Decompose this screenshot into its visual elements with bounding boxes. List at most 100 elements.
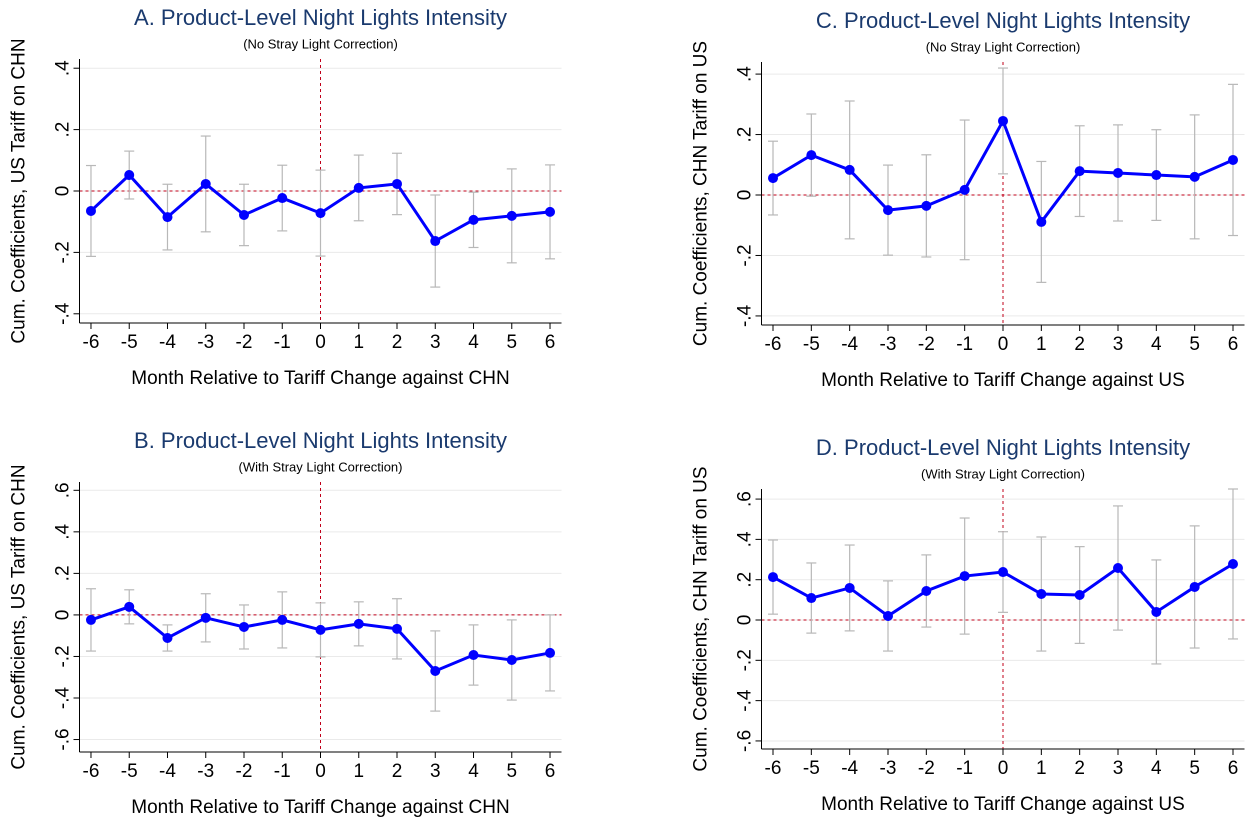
- data-point: [844, 582, 855, 593]
- panel: B. Product-Level Night Lights Intensity (…: [9, 428, 562, 818]
- data-point: [353, 618, 364, 629]
- y-tick-label: 0: [53, 610, 74, 621]
- data-point: [468, 214, 479, 225]
- x-tick-label: 0: [315, 332, 326, 353]
- data-point: [806, 593, 817, 604]
- x-tick-label: -1: [274, 761, 291, 782]
- x-tick-label: -6: [765, 758, 782, 779]
- x-tick-label: -1: [956, 758, 973, 779]
- x-tick-label: 1: [1036, 334, 1047, 355]
- panel-title: B. Product-Level Night Lights Intensity: [134, 428, 507, 453]
- data-point: [1036, 216, 1047, 227]
- data-point: [238, 209, 249, 220]
- x-tick-label: 2: [392, 761, 403, 782]
- x-tick-label: 6: [545, 332, 556, 353]
- data-point: [1113, 167, 1123, 178]
- x-tick-label: -4: [159, 761, 176, 782]
- x-tick-label: 0: [315, 761, 326, 782]
- x-tick-label: -2: [236, 761, 253, 782]
- x-tick-label: -2: [918, 334, 935, 355]
- x-tick-label: -4: [841, 758, 858, 779]
- y-tick-label: -.2: [53, 241, 74, 263]
- x-tick-label: -5: [803, 758, 820, 779]
- data-point: [1036, 589, 1047, 600]
- data-point: [545, 647, 556, 658]
- data-point: [1074, 166, 1085, 177]
- data-point: [506, 654, 517, 665]
- x-tick-label: 0: [998, 758, 1009, 779]
- panel-subtitle: (With Stray Light Correction): [239, 459, 403, 474]
- x-tick-label: 5: [1189, 758, 1200, 779]
- x-tick-label: -1: [956, 334, 973, 355]
- panel-title: D. Product-Level Night Lights Intensity: [816, 435, 1190, 460]
- x-tick-label: -2: [236, 332, 253, 353]
- panel-subtitle: (No Stray Light Correction): [926, 39, 1081, 54]
- x-tick-label: 5: [506, 332, 517, 353]
- data-point: [1151, 606, 1162, 617]
- data-point: [162, 212, 173, 223]
- y-tick-label: .4: [735, 66, 756, 82]
- y-tick-label: -.4: [53, 686, 74, 709]
- data-point: [392, 178, 403, 189]
- x-tick-label: 3: [1113, 758, 1124, 779]
- data-point: [959, 184, 970, 195]
- x-tick-label: 4: [468, 332, 479, 353]
- x-tick-label: 4: [1151, 758, 1162, 779]
- y-tick-label: -.6: [735, 730, 756, 752]
- data-point: [1189, 581, 1200, 592]
- x-tick-label: -6: [83, 761, 100, 782]
- y-tick-label: .4: [53, 523, 74, 539]
- y-tick-label: -.4: [53, 302, 74, 325]
- panel-subtitle: (No Stray Light Correction): [243, 36, 398, 51]
- x-tick-label: -4: [159, 332, 176, 353]
- data-point: [883, 610, 893, 621]
- y-tick-label: .2: [53, 122, 74, 138]
- x-tick-label: -6: [83, 332, 100, 353]
- y-tick-label: .4: [735, 531, 756, 547]
- y-axis-label: Cum. Coefficients, US Tariff on CHN: [9, 38, 30, 343]
- x-tick-label: 2: [392, 332, 403, 353]
- y-tick-label: .6: [735, 491, 756, 507]
- data-point: [768, 173, 778, 184]
- y-axis-label: Cum. Coefficients, US Tariff on CHN: [9, 464, 30, 769]
- x-tick-label: -3: [197, 332, 214, 353]
- x-tick-label: -6: [765, 334, 782, 355]
- data-point: [998, 115, 1008, 126]
- data-point: [85, 614, 96, 625]
- panel-subtitle: (With Stray Light Correction): [921, 466, 1085, 481]
- data-point: [1151, 170, 1162, 181]
- y-tick-label: -.2: [53, 645, 74, 667]
- y-tick-label: .6: [53, 482, 74, 498]
- data-point: [124, 170, 135, 181]
- data-point: [238, 621, 249, 632]
- data-point: [124, 601, 135, 612]
- data-point: [392, 623, 403, 634]
- data-point: [1074, 590, 1085, 601]
- x-tick-label: 2: [1074, 334, 1085, 355]
- x-tick-label: 5: [506, 761, 517, 782]
- x-tick-label: 6: [1228, 758, 1239, 779]
- data-point: [200, 612, 211, 623]
- x-tick-label: 1: [353, 332, 364, 353]
- data-point: [959, 571, 970, 582]
- x-tick-label: 1: [1036, 758, 1047, 779]
- y-tick-label: 0: [53, 186, 74, 197]
- data-point: [998, 567, 1008, 578]
- data-point: [315, 624, 326, 635]
- data-point: [921, 585, 932, 596]
- y-tick-label: .2: [53, 565, 74, 581]
- data-point: [277, 193, 288, 204]
- panel-title: A. Product-Level Night Lights Intensity: [134, 5, 507, 30]
- x-tick-label: 0: [998, 334, 1009, 355]
- data-point: [315, 208, 326, 219]
- x-tick-label: 6: [545, 761, 556, 782]
- data-point: [1189, 171, 1200, 182]
- data-point: [1228, 154, 1238, 165]
- x-axis-label: Month Relative to Tariff Change against …: [131, 368, 509, 389]
- x-tick-label: -2: [918, 758, 935, 779]
- panel: D. Product-Level Night Lights Intensity (…: [691, 435, 1245, 815]
- x-axis-label: Month Relative to Tariff Change against …: [821, 794, 1185, 815]
- x-tick-label: -3: [880, 758, 897, 779]
- data-point: [277, 614, 288, 625]
